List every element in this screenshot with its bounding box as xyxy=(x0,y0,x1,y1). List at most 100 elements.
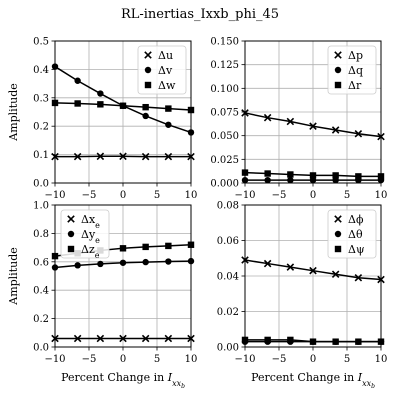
x-tick-label: 0 xyxy=(310,190,316,201)
data-point xyxy=(119,245,127,252)
x-tick-label: −5 xyxy=(272,190,287,201)
legend-marker xyxy=(334,51,342,59)
y-axis-ticks: 0.0 0.1 0.2 0.3 0.4 0.5 xyxy=(33,37,55,190)
data-point xyxy=(355,338,362,345)
y-tick-label: 0.08 xyxy=(217,201,239,212)
x-axis-label: Percent Change in Ixxb xyxy=(61,371,185,390)
x-axis-ticks: −10 −5 0 5 10 xyxy=(44,183,197,201)
y-tick-label: 0.150 xyxy=(210,37,239,48)
data-point xyxy=(97,101,104,108)
legend-entry-label: Δθ xyxy=(348,228,363,241)
y-tick-label: 0.025 xyxy=(210,155,239,166)
data-point xyxy=(97,260,104,268)
x-tick-label: −10 xyxy=(44,190,65,201)
y-tick-label: 0.6 xyxy=(33,257,49,268)
x-tick-label: 10 xyxy=(185,190,198,201)
legend: Δu Δv Δw xyxy=(137,45,187,95)
x-tick-label: 5 xyxy=(344,190,350,201)
figure-title: RL-inertias_Ixxb_phi_45 xyxy=(121,7,279,22)
x-tick-label: 5 xyxy=(154,190,160,201)
x-tick-label: −10 xyxy=(44,354,65,365)
legend: Δϕ Δθ Δψ xyxy=(327,209,377,259)
y-tick-label: 0.0 xyxy=(33,179,49,190)
y-tick-label: 0.04 xyxy=(217,272,239,283)
plot-frame xyxy=(54,40,192,184)
data-point xyxy=(74,262,81,269)
y-tick-label: 0.1 xyxy=(33,150,49,161)
x-axis-ticks: −10 −5 0 5 10 xyxy=(234,183,387,201)
data-point xyxy=(165,105,172,112)
y-tick-label: 0.075 xyxy=(210,108,239,119)
legend-marker xyxy=(67,230,75,238)
data-point xyxy=(142,103,149,111)
y-tick-label: 0.06 xyxy=(217,236,239,247)
data-point xyxy=(165,242,172,250)
subplot-4: −10 −5 0 5 10 0.00 0.02 0.04 0.06 0.08 Percent Cha… xyxy=(217,201,388,391)
data-point xyxy=(142,243,149,251)
plot-frame xyxy=(54,204,192,348)
legend-entry-label: Δp xyxy=(348,49,363,62)
data-point xyxy=(165,258,172,265)
legend-entry-label: Δq xyxy=(348,64,363,77)
legend-entry-label: Δϕ xyxy=(348,213,364,226)
series-1 xyxy=(241,109,385,141)
subplot-3: −10 −5 0 5 10 0.0 0.2 0.4 0.6 0.8 1.0 Amplitude Perc… xyxy=(7,201,197,391)
data-point xyxy=(73,334,82,343)
data-point xyxy=(263,259,272,268)
x-tick-label: −5 xyxy=(272,354,287,365)
data-point xyxy=(331,126,340,134)
legend-marker xyxy=(144,66,152,74)
y-axis-label: Amplitude xyxy=(7,247,20,306)
legend-entry-label: Δze xyxy=(81,243,100,260)
data-point xyxy=(141,152,150,161)
legend-entry-label: Δxe xyxy=(81,213,100,230)
y-axis-label: Amplitude xyxy=(7,83,20,142)
data-point xyxy=(331,270,340,278)
data-point xyxy=(332,172,339,179)
y-tick-label: 0.2 xyxy=(33,314,49,325)
y-tick-label: 0.000 xyxy=(210,179,239,190)
x-tick-label: 0 xyxy=(120,190,126,201)
legend-entry-label: Δu xyxy=(158,49,173,62)
y-tick-label: 0.050 xyxy=(210,131,239,142)
y-axis-ticks: 0.000 0.025 0.050 0.075 0.100 0.125 0.150 xyxy=(210,37,245,190)
legend-marker xyxy=(334,215,342,223)
y-tick-label: 0.4 xyxy=(33,286,49,297)
x-axis-label: Percent Change in Ixxb xyxy=(251,371,375,390)
data-point xyxy=(164,334,173,343)
legend-entry-label: Δw xyxy=(158,79,176,92)
data-point xyxy=(264,170,271,177)
series-1 xyxy=(51,334,195,343)
legend: Δp Δq Δr xyxy=(327,45,377,95)
legend-marker xyxy=(67,245,75,253)
y-tick-label: 0.02 xyxy=(217,307,239,318)
y-axis-ticks: 0.00 0.02 0.04 0.06 0.08 xyxy=(217,201,245,354)
data-point xyxy=(119,102,127,109)
data-point xyxy=(142,258,149,266)
subplot-1: −10 −5 0 5 10 0.0 0.1 0.2 0.3 0.4 0.5 Amplitude Δu Δv… xyxy=(7,37,197,202)
data-point xyxy=(142,112,149,120)
data-point xyxy=(309,122,317,130)
y-tick-label: 0.125 xyxy=(210,60,239,71)
data-point xyxy=(97,90,104,97)
y-tick-label: 0.8 xyxy=(33,229,49,240)
x-tick-label: −5 xyxy=(82,354,97,365)
y-axis-ticks: 0.0 0.2 0.4 0.6 0.8 1.0 xyxy=(33,201,55,354)
legend-entry-label: Δv xyxy=(158,64,173,77)
data-point xyxy=(287,176,294,184)
panels: −10 −5 0 5 10 0.0 0.1 0.2 0.3 0.4 0.5 Amplitude Δu Δv… xyxy=(7,37,387,391)
data-point xyxy=(309,338,317,345)
x-axis-ticks: −10 −5 0 5 10 xyxy=(44,347,197,365)
x-tick-label: 10 xyxy=(375,190,388,201)
data-point xyxy=(73,152,82,161)
series-2 xyxy=(51,257,195,271)
data-point xyxy=(309,266,317,275)
x-tick-label: 10 xyxy=(375,354,388,365)
legend-marker xyxy=(144,51,152,59)
x-tick-label: 0 xyxy=(310,354,316,365)
data-point xyxy=(354,274,363,282)
data-point xyxy=(287,171,294,178)
data-point xyxy=(286,263,295,271)
